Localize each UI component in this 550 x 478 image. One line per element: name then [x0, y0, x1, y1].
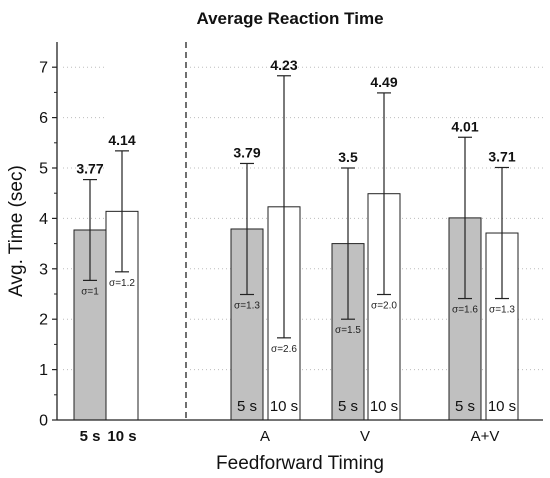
y-tick-label: 4 — [39, 211, 48, 228]
bar-series: 3.77 σ=1 4.14 σ=1.2 3.79 σ=1.3 5 s 4.23 σ=2.6 10 … — [73, 57, 519, 421]
data-value-label: 4.14 — [108, 132, 135, 148]
x-group-label: A+V — [471, 428, 500, 445]
sigma-label: σ=1.3 — [489, 305, 515, 316]
data-value-label: 3.71 — [488, 148, 515, 164]
in-bar-timing-label: 10 s — [488, 398, 516, 415]
x-axis-title: Feedforward Timing — [216, 453, 384, 474]
sigma-label: σ=1.2 — [109, 278, 135, 289]
x-group-label: A — [260, 428, 270, 445]
y-axis-title: Avg. Time (sec) — [6, 165, 27, 297]
sigma-label: σ=1.5 — [335, 325, 361, 336]
y-tick-label: 1 — [39, 362, 48, 379]
y-ticks: 0 1 2 3 4 5 6 7 — [39, 60, 57, 430]
in-bar-timing-label: 5 s — [338, 398, 358, 415]
in-bar-timing-label: 10 s — [270, 398, 298, 415]
data-value-label: 3.5 — [338, 149, 358, 165]
x-category-labels: 5 s 10 s A V A+V — [80, 428, 500, 445]
y-tick-label: 6 — [39, 110, 48, 127]
y-tick-label: 3 — [39, 261, 48, 278]
data-value-label: 3.77 — [76, 161, 103, 177]
chart-title: Average Reaction Time — [196, 9, 383, 28]
data-value-label: 4.01 — [451, 118, 478, 134]
axes — [56, 42, 543, 421]
sigma-label: σ=1.3 — [234, 301, 260, 312]
data-value-label: 4.23 — [270, 57, 297, 73]
sigma-label: σ=2.6 — [271, 344, 297, 355]
sigma-label: σ=1 — [81, 286, 99, 297]
in-bar-timing-label: 5 s — [237, 398, 257, 415]
sigma-label: σ=2.0 — [371, 301, 397, 312]
x-group-label: V — [360, 428, 370, 445]
y-tick-label: 0 — [39, 413, 48, 430]
x-bar-label: 10 s — [107, 428, 136, 445]
sigma-label: σ=1.6 — [452, 305, 478, 316]
data-value-label: 3.79 — [233, 144, 260, 160]
y-tick-label: 5 — [39, 161, 48, 178]
x-bar-label: 5 s — [80, 428, 101, 445]
y-tick-label: 7 — [39, 60, 48, 77]
in-bar-timing-label: 5 s — [455, 398, 475, 415]
data-value-label: 4.49 — [370, 74, 397, 90]
grid-lines — [63, 66, 543, 371]
y-tick-label: 2 — [39, 312, 48, 329]
in-bar-timing-label: 10 s — [370, 398, 398, 415]
